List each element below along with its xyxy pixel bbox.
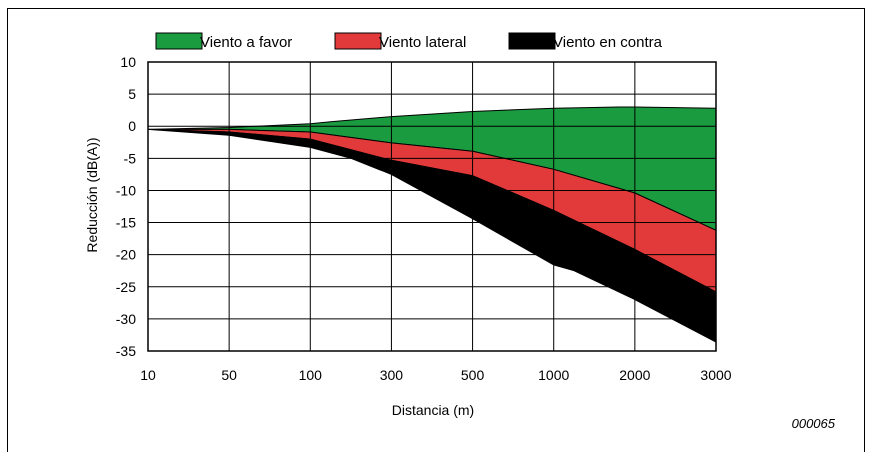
legend-swatch	[155, 32, 203, 50]
band-viento-en-contra	[147, 128, 717, 343]
legend-swatch	[334, 32, 382, 50]
figure-frame	[7, 8, 865, 452]
y-tick-label: -5	[124, 150, 137, 166]
y-tick-label: 10	[120, 54, 136, 70]
legend-item: Viento lateral	[334, 32, 466, 51]
legend-item: Viento a favor	[155, 32, 292, 51]
y-tick-label: 5	[128, 86, 136, 102]
x-tick-label: 10	[140, 367, 156, 383]
x-tick-label: 3000	[700, 367, 731, 383]
bands	[147, 106, 717, 343]
x-ticks: 10 50 100 300 500 1000 2000 3000	[140, 367, 732, 383]
legend-label: Viento lateral	[379, 34, 466, 51]
legend: Viento a favor Viento lateral Viento en co…	[155, 32, 663, 51]
y-axis-label: Reducción (dB(A))	[84, 137, 100, 252]
legend-label: Viento a favor	[200, 34, 292, 51]
y-tick-label: -35	[116, 343, 136, 359]
figure-code: 000065	[792, 416, 836, 431]
legend-item: Viento en contra	[508, 32, 663, 51]
legend-swatch	[508, 32, 556, 50]
x-tick-label: 100	[299, 367, 323, 383]
grid	[147, 61, 717, 352]
legend-label: Viento en contra	[553, 34, 663, 51]
y-tick-label: -15	[116, 215, 136, 231]
x-tick-label: 300	[380, 367, 404, 383]
x-tick-label: 1000	[538, 367, 569, 383]
y-tick-label: -25	[116, 279, 136, 295]
x-axis-label: Distancia (m)	[392, 402, 474, 418]
x-tick-label: 2000	[619, 367, 650, 383]
y-tick-label: -20	[116, 247, 136, 263]
y-ticks: 10 5 0 -5 -10 -15 -20 -25 -30 -35	[116, 54, 136, 359]
plot-border	[147, 61, 717, 352]
x-tick-label: 500	[461, 367, 485, 383]
y-tick-label: -30	[116, 311, 136, 327]
x-tick-label: 50	[221, 367, 237, 383]
y-tick-label: -10	[116, 182, 136, 198]
y-tick-label: 0	[128, 118, 136, 134]
